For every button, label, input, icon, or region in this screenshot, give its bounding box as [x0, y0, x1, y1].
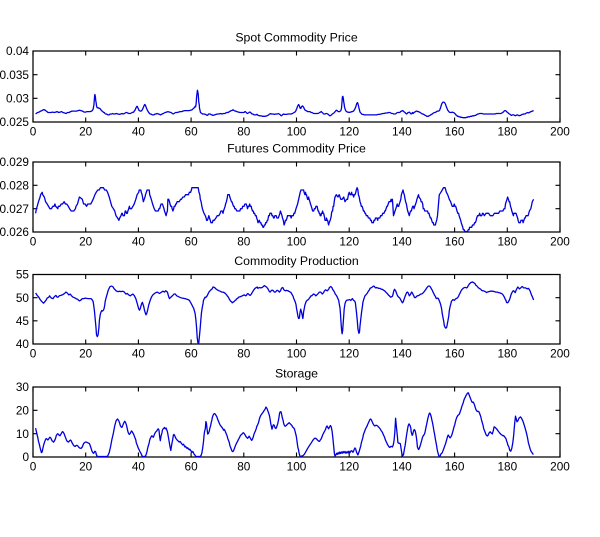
svg-text:200: 200 — [550, 125, 570, 139]
svg-text:60: 60 — [185, 235, 199, 249]
svg-text:30: 30 — [16, 380, 30, 394]
svg-text:20: 20 — [79, 125, 93, 139]
svg-text:55: 55 — [16, 268, 30, 282]
svg-text:0.029: 0.029 — [0, 155, 29, 169]
svg-text:Futures Commodity Price: Futures Commodity Price — [227, 142, 366, 156]
svg-text:0: 0 — [30, 347, 37, 361]
svg-text:140: 140 — [392, 460, 412, 474]
svg-text:20: 20 — [79, 347, 93, 361]
svg-text:80: 80 — [237, 347, 251, 361]
svg-text:160: 160 — [445, 460, 465, 474]
svg-text:0.027: 0.027 — [0, 202, 29, 216]
svg-text:50: 50 — [16, 291, 30, 305]
svg-text:0: 0 — [30, 235, 37, 249]
svg-text:80: 80 — [237, 125, 251, 139]
svg-text:40: 40 — [16, 337, 30, 351]
svg-text:200: 200 — [550, 347, 570, 361]
svg-text:40: 40 — [132, 347, 146, 361]
svg-text:80: 80 — [237, 460, 251, 474]
svg-text:20: 20 — [79, 460, 93, 474]
svg-text:10: 10 — [16, 427, 30, 441]
svg-text:140: 140 — [392, 347, 412, 361]
svg-text:100: 100 — [287, 347, 307, 361]
svg-text:100: 100 — [287, 125, 307, 139]
svg-text:60: 60 — [185, 125, 199, 139]
svg-text:180: 180 — [497, 460, 517, 474]
svg-text:120: 120 — [339, 235, 359, 249]
svg-text:Spot Commodity Price: Spot Commodity Price — [235, 31, 357, 45]
svg-text:40: 40 — [132, 125, 146, 139]
svg-text:200: 200 — [550, 460, 570, 474]
svg-text:45: 45 — [16, 314, 30, 328]
svg-text:0: 0 — [30, 125, 37, 139]
svg-text:20: 20 — [79, 235, 93, 249]
svg-text:60: 60 — [185, 347, 199, 361]
svg-text:20: 20 — [16, 404, 30, 418]
svg-text:160: 160 — [445, 235, 465, 249]
svg-text:0.03: 0.03 — [6, 92, 29, 106]
svg-text:0.025: 0.025 — [0, 115, 29, 129]
svg-text:Commodity Production: Commodity Production — [234, 254, 359, 268]
svg-text:40: 40 — [132, 460, 146, 474]
svg-text:80: 80 — [237, 235, 251, 249]
svg-text:180: 180 — [497, 235, 517, 249]
svg-text:0: 0 — [30, 460, 37, 474]
svg-text:0.028: 0.028 — [0, 179, 29, 193]
svg-text:0.035: 0.035 — [0, 68, 29, 82]
svg-text:180: 180 — [497, 347, 517, 361]
svg-text:160: 160 — [445, 125, 465, 139]
svg-text:120: 120 — [339, 347, 359, 361]
svg-text:200: 200 — [550, 235, 570, 249]
svg-text:120: 120 — [339, 460, 359, 474]
svg-text:40: 40 — [132, 235, 146, 249]
svg-text:Storage: Storage — [275, 367, 318, 381]
svg-text:0: 0 — [22, 450, 29, 464]
svg-text:0.026: 0.026 — [0, 225, 29, 239]
svg-text:0.04: 0.04 — [6, 44, 29, 58]
svg-text:140: 140 — [392, 235, 412, 249]
svg-text:100: 100 — [287, 235, 307, 249]
svg-text:160: 160 — [445, 347, 465, 361]
svg-text:120: 120 — [339, 125, 359, 139]
svg-text:140: 140 — [392, 125, 412, 139]
svg-text:60: 60 — [185, 460, 199, 474]
svg-text:180: 180 — [497, 125, 517, 139]
svg-text:100: 100 — [287, 460, 307, 474]
